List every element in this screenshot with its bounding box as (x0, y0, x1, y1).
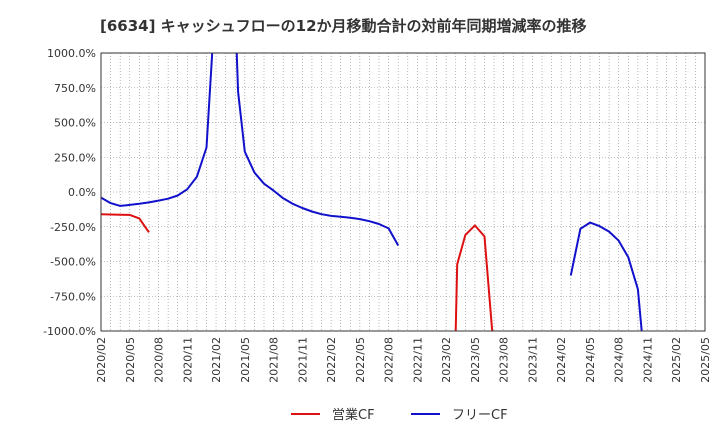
legend-label: 営業CF (332, 407, 375, 423)
series-line-free-cf (235, 52, 400, 246)
y-tick-label: -750.0% (50, 290, 96, 303)
y-tick-label: 250.0% (54, 151, 96, 164)
y-tick-label: 1000.0% (47, 47, 96, 60)
legend-label: フリーCF (452, 408, 508, 423)
x-tick-label: 2022/11 (411, 337, 424, 383)
series-layer (100, 52, 643, 332)
grid (101, 53, 705, 331)
x-tick-label: 2024/05 (584, 337, 597, 383)
x-tick-label: 2023/08 (498, 337, 511, 383)
y-tick-label: 0.0% (68, 186, 96, 199)
series-line-operating-cf (454, 224, 494, 332)
x-tick-label: 2024/11 (641, 337, 654, 383)
x-tick-label: 2020/02 (95, 337, 108, 383)
y-axis-ticks: 1000.0% 750.0% 500.0% 250.0% 0.0% -250.0% -500… (43, 47, 96, 338)
series-line-operating-cf (100, 213, 150, 233)
x-tick-label: 2020/11 (181, 337, 194, 383)
x-tick-label: 2022/08 (383, 337, 396, 383)
x-axis-ticks: 2020/02 2020/05 2020/08 2020/11 2021/02 2021/… (95, 337, 712, 383)
x-tick-label: 2024/08 (613, 337, 626, 383)
x-tick-label: 2021/05 (239, 337, 252, 383)
x-tick-label: 2021/08 (268, 337, 281, 383)
chart-title: [6634] キャッシュフローの12か月移動合計の対前年同期増減率の推移 (100, 17, 587, 35)
x-tick-label: 2024/02 (555, 337, 568, 383)
y-tick-label: 750.0% (54, 82, 96, 95)
x-tick-label: 2023/05 (469, 337, 482, 383)
x-tick-label: 2020/05 (124, 337, 137, 383)
x-tick-label: 2025/05 (699, 337, 712, 383)
x-tick-label: 2025/02 (670, 337, 683, 383)
legend: 営業CF フリーCF (291, 407, 508, 423)
y-tick-label: 500.0% (54, 117, 96, 130)
x-tick-label: 2022/05 (354, 337, 367, 383)
x-tick-label: 2021/11 (296, 337, 309, 383)
plot-frame (100, 52, 706, 332)
x-tick-label: 2022/02 (325, 337, 338, 383)
x-tick-label: 2021/02 (210, 337, 223, 383)
series-line-free-cf (569, 221, 643, 332)
y-tick-label: -250.0% (50, 221, 96, 234)
x-tick-label: 2023/02 (440, 337, 453, 383)
x-tick-label: 2023/11 (526, 337, 539, 383)
x-tick-label: 2020/08 (153, 337, 166, 383)
y-tick-label: -500.0% (50, 256, 96, 269)
series-line-free-cf (100, 52, 214, 207)
y-tick-label: -1000.0% (43, 325, 96, 338)
